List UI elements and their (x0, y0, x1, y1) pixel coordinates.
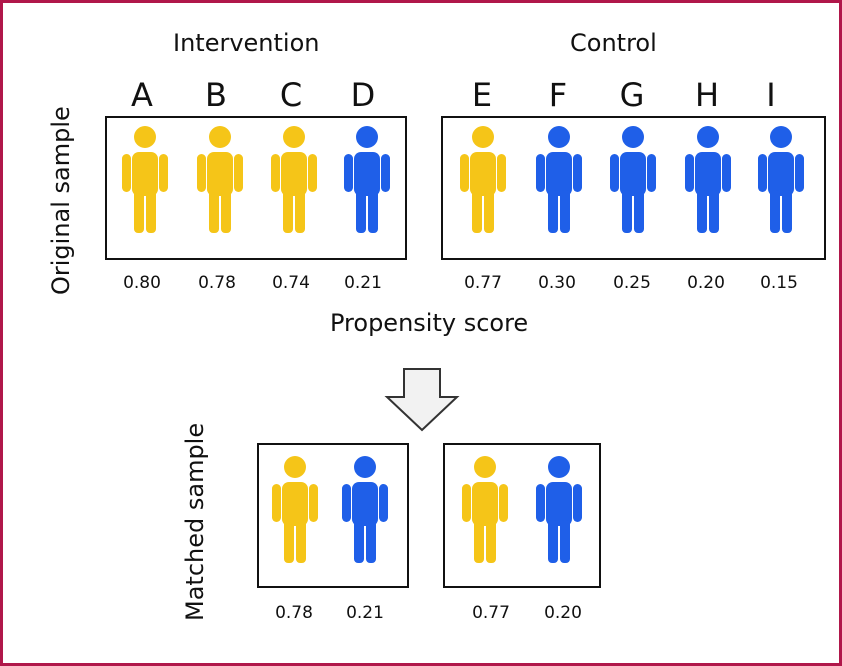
letter-H: H (694, 76, 720, 114)
letter-B: B (205, 76, 227, 114)
person-icon (344, 126, 390, 233)
letter-F: F (548, 76, 568, 114)
score-D: 0.21 (344, 273, 382, 293)
letter-D: D (350, 76, 376, 114)
person-icon (197, 126, 243, 233)
person-icon (272, 456, 318, 563)
original-sample-label: Original sample (47, 106, 75, 295)
person-icon (122, 126, 168, 233)
matched-score-2: 0.21 (346, 603, 384, 623)
control-title: Control (570, 29, 657, 57)
matched-score-3: 0.77 (472, 603, 510, 623)
matched-sample-label: Matched sample (181, 422, 209, 621)
letter-G: G (619, 76, 645, 114)
score-B: 0.78 (198, 273, 236, 293)
propensity-score-label: Propensity score (330, 309, 529, 337)
original-control-box (441, 116, 826, 260)
person-icon (271, 126, 317, 233)
person-icon (342, 456, 388, 563)
score-G: 0.25 (613, 273, 651, 293)
person-icon (462, 456, 508, 563)
matched-control-box (443, 443, 601, 588)
person-icon (610, 126, 656, 233)
letter-A: A (131, 76, 153, 114)
intervention-title: Intervention (173, 29, 320, 57)
person-icon (460, 126, 506, 233)
matched-score-1: 0.78 (275, 603, 313, 623)
score-E: 0.77 (464, 273, 502, 293)
score-H: 0.20 (687, 273, 725, 293)
matched-score-4: 0.20 (544, 603, 582, 623)
score-I: 0.15 (760, 273, 798, 293)
score-C: 0.74 (272, 273, 310, 293)
person-icon (536, 126, 582, 233)
person-icon (685, 126, 731, 233)
letter-E: E (471, 76, 493, 114)
score-F: 0.30 (538, 273, 576, 293)
original-intervention-box (105, 116, 407, 260)
score-A: 0.80 (123, 273, 161, 293)
letter-I: I (766, 76, 776, 114)
letter-C: C (279, 76, 303, 114)
person-icon (758, 126, 804, 233)
person-icon (536, 456, 582, 563)
down-arrow-icon (384, 368, 460, 432)
matched-intervention-box (257, 443, 409, 588)
